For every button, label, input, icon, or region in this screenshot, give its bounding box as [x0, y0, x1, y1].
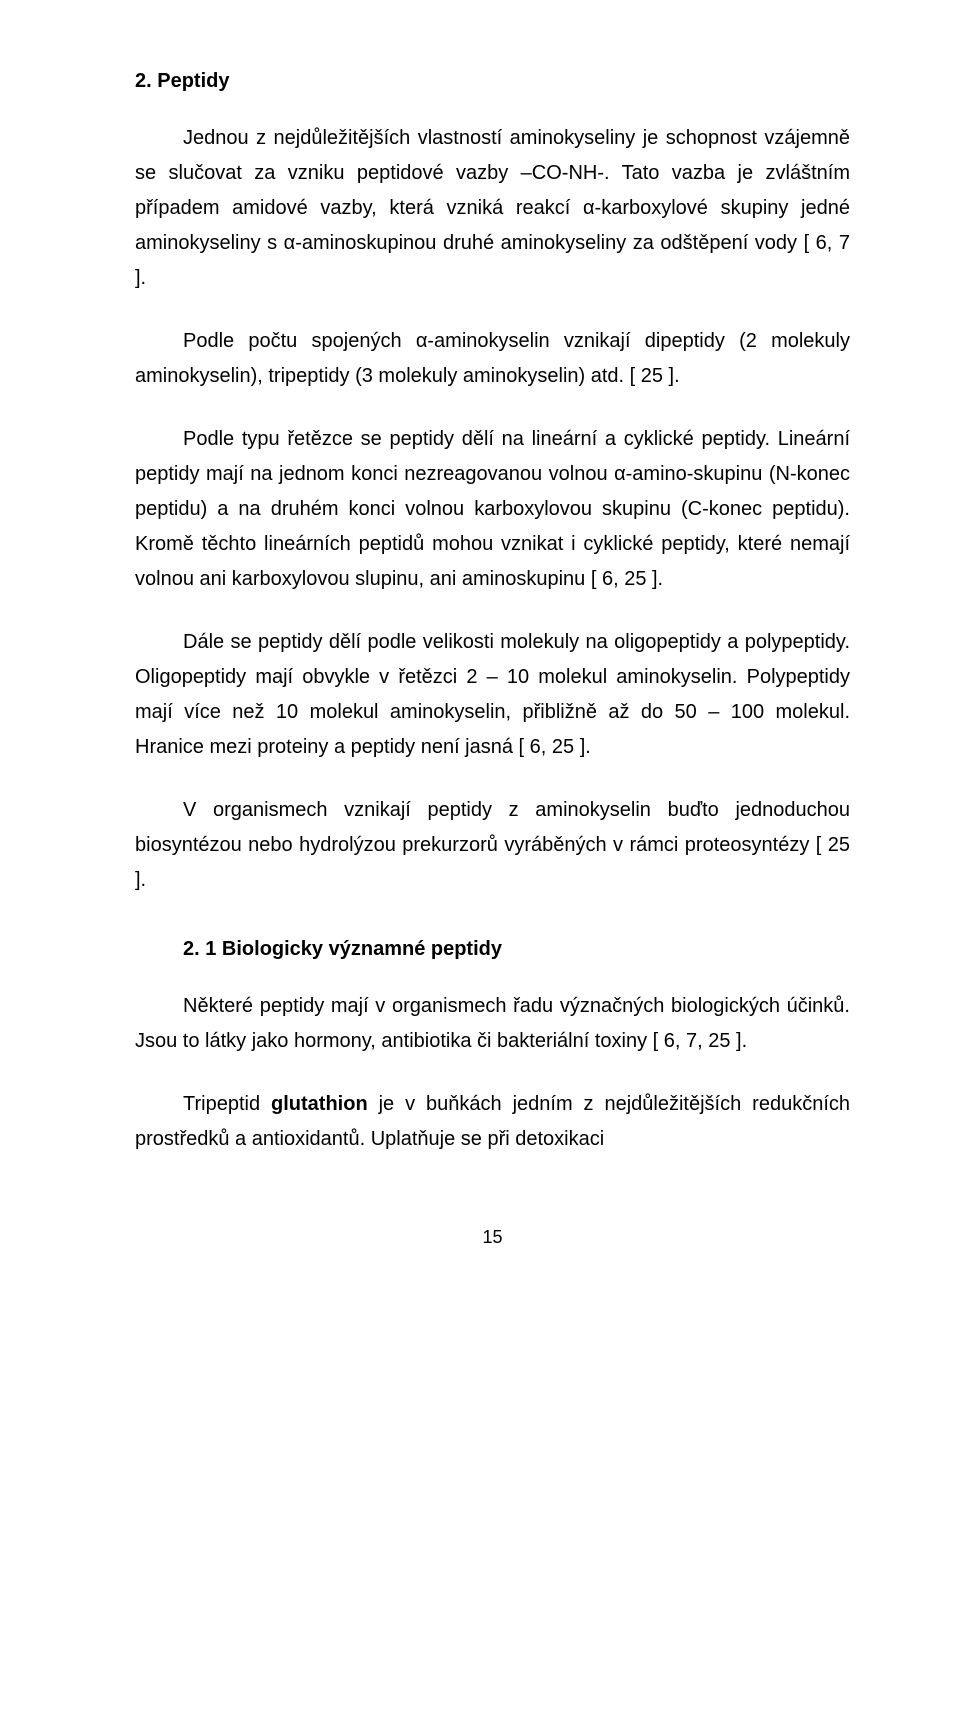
paragraph-2: Podle počtu spojených α-aminokyselin vzn… [135, 324, 850, 394]
subsection-heading: 2. 1 Biologicky významné peptidy [135, 938, 850, 961]
paragraph-4: Dále se peptidy dělí podle velikosti mol… [135, 625, 850, 765]
paragraph-3: Podle typu řetězce se peptidy dělí na li… [135, 422, 850, 597]
paragraph-1: Jednou z nejdůležitějších vlastností ami… [135, 121, 850, 296]
section-heading: 2. Peptidy [135, 70, 850, 93]
paragraph-5: V organismech vznikají peptidy z aminoky… [135, 793, 850, 898]
paragraph-7: Tripeptid glutathion je v buňkách jedním… [135, 1087, 850, 1157]
paragraph-6: Některé peptidy mají v organismech řadu … [135, 989, 850, 1059]
paragraph-7-part-a: Tripeptid [183, 1093, 271, 1115]
page-number: 15 [135, 1227, 850, 1248]
paragraph-7-bold-term: glutathion [271, 1093, 368, 1115]
